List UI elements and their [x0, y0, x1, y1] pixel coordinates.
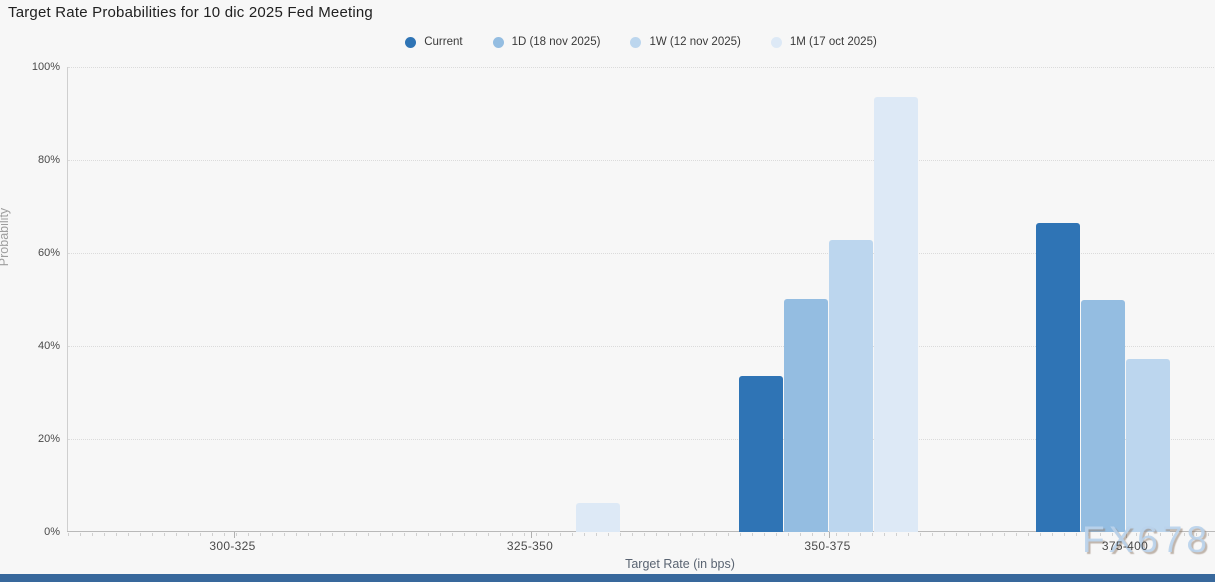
bar-1w-350-375[interactable]: [828, 239, 873, 532]
legend-item-label: 1D (18 nov 2025): [511, 36, 601, 48]
bar-1d-350-375[interactable]: [783, 298, 828, 532]
legend-dot-icon: [770, 36, 782, 48]
x-major-tick-300-325: [233, 532, 235, 538]
gridline-20%: [68, 439, 1215, 440]
x-category-label-350-375: 350-375: [804, 539, 851, 553]
legend: Current 1D (18 nov 2025) 1W (12 nov 2025) 1…: [67, 36, 1215, 48]
footer-bar: [0, 574, 1215, 582]
bar-1m-325-350[interactable]: [576, 503, 620, 532]
gridline-100%: [68, 67, 1215, 68]
x-axis-line: [67, 531, 1215, 532]
legend-item-label: 1M (17 oct 2025): [789, 36, 877, 48]
chart-title: Target Rate Probabilities for 10 dic 202…: [8, 4, 373, 21]
legend-dot-icon: [405, 36, 417, 48]
legend-item-0[interactable]: Current: [405, 36, 463, 48]
y-tick-label-20: 20%: [37, 433, 60, 445]
y-tick-label-0: 0%: [44, 526, 60, 538]
y-tick-label-100: 100%: [31, 61, 60, 73]
x-major-tick-350-375: [828, 532, 830, 538]
gridline-60%: [68, 253, 1215, 254]
y-axis-title: Probability: [0, 207, 11, 267]
y-tick-label-80: 80%: [37, 154, 60, 166]
bar-current-350-375[interactable]: [738, 375, 783, 532]
legend-item-label: 1W (12 nov 2025): [649, 36, 741, 48]
bar-current-375-400[interactable]: [1036, 223, 1080, 532]
legend-item-3[interactable]: 1M (17 oct 2025): [770, 36, 877, 48]
y-tick-label-40: 40%: [37, 340, 60, 352]
x-major-tick-375-400: [1126, 532, 1127, 538]
x-category-label-300-325: 300-325: [209, 539, 256, 553]
x-axis-minor-ticks: [68, 533, 1215, 536]
bar-1m-350-375[interactable]: [873, 97, 918, 532]
plot-area: [67, 67, 1215, 538]
x-major-tick-325-350: [531, 532, 532, 538]
gridline-80%: [68, 160, 1215, 161]
bar-1w-375-400[interactable]: [1126, 359, 1170, 532]
x-category-label-325-350: 325-350: [506, 539, 554, 553]
legend-item-label: Current: [424, 36, 463, 48]
x-category-label-375-400: 375-400: [1101, 539, 1149, 553]
x-axis-title: Target Rate (in bps): [625, 557, 735, 571]
gridline-40%: [68, 346, 1215, 347]
bar-1d-375-400[interactable]: [1081, 300, 1125, 532]
y-tick-label-60: 60%: [37, 247, 60, 259]
legend-dot-icon: [630, 36, 642, 48]
legend-item-1[interactable]: 1D (18 nov 2025): [492, 36, 601, 48]
legend-dot-icon: [492, 36, 504, 48]
legend-item-2[interactable]: 1W (12 nov 2025): [630, 36, 741, 48]
